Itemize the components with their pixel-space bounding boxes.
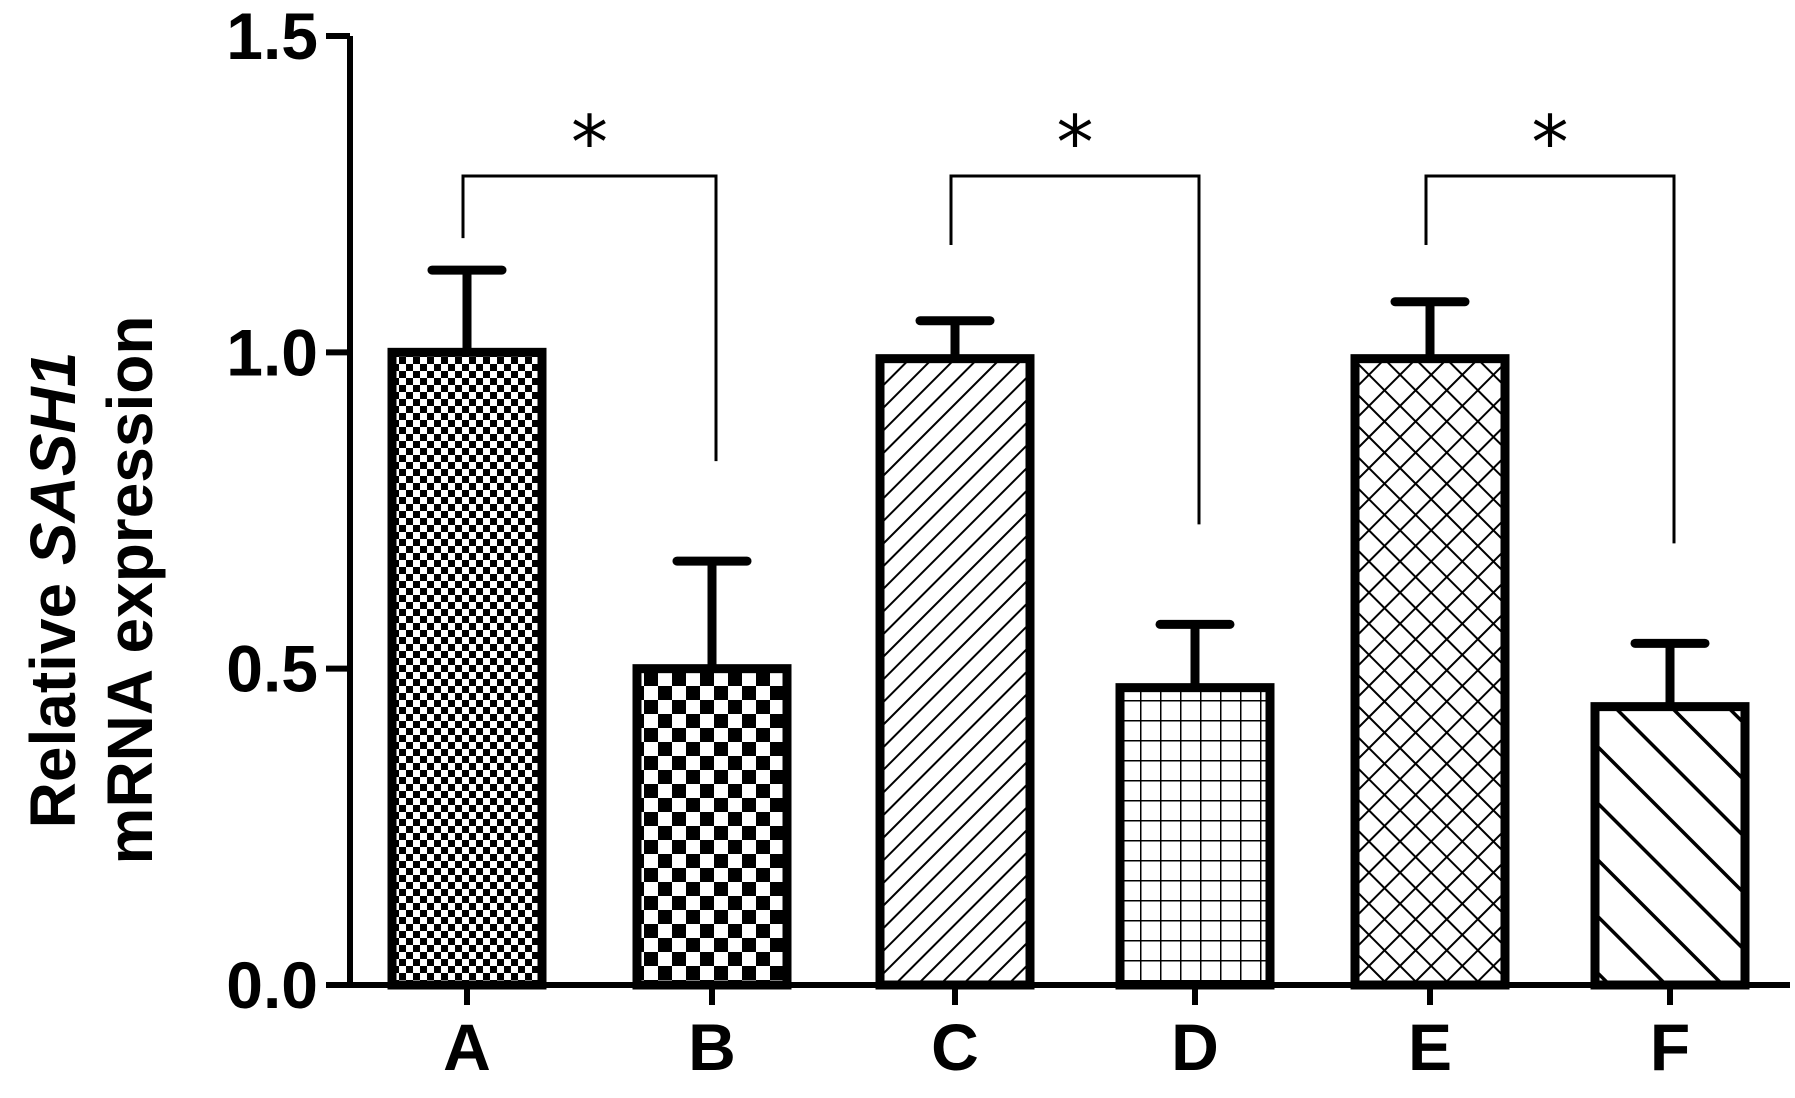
bar-F	[1590, 702, 1750, 990]
bar-D	[1115, 683, 1275, 990]
x-tick-label-B: B	[688, 1010, 736, 1084]
y-axis-label-line2: mRNA expression	[94, 316, 166, 865]
bar-E	[1350, 354, 1510, 990]
significance-label-E-F: *	[1532, 100, 1569, 186]
x-tick-label-A: A	[443, 1010, 491, 1084]
significance-bracket-E-F	[1424, 174, 1676, 544]
y-axis-label-line1: Relative SASH1	[17, 352, 89, 829]
x-tick-label-E: E	[1408, 1010, 1452, 1084]
bar-C	[875, 354, 1035, 990]
x-tick-label-F: F	[1650, 1010, 1690, 1084]
significance-bracket-A-B	[461, 174, 718, 462]
significance-label-A-B: *	[571, 100, 608, 186]
y-tick-label: 0.5	[226, 632, 318, 706]
x-tick-label-D: D	[1171, 1010, 1219, 1084]
significance-label-C-D: *	[1057, 100, 1094, 186]
y-tick-label: 1.0	[226, 315, 318, 389]
y-tick-label: 1.5	[226, 0, 318, 73]
bar-B	[632, 664, 792, 990]
y-tick-label: 0.0	[226, 948, 318, 1022]
plot-area: 0.0 0.5 1.0 1.5 A B C D E F * * *	[226, 0, 1790, 1084]
bar-A	[387, 347, 547, 990]
significance-bracket-C-D	[949, 174, 1201, 525]
x-tick-label-C: C	[931, 1010, 979, 1084]
